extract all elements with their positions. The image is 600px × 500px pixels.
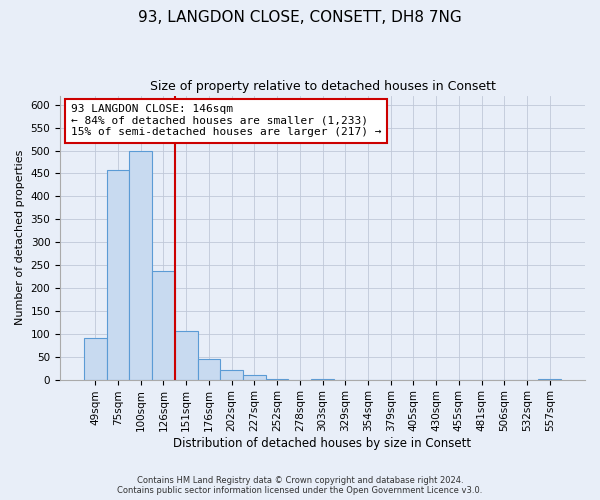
Bar xyxy=(84,338,107,380)
Bar xyxy=(220,370,243,380)
Bar xyxy=(107,170,130,380)
Text: 93, LANGDON CLOSE, CONSETT, DH8 7NG: 93, LANGDON CLOSE, CONSETT, DH8 7NG xyxy=(138,10,462,25)
Text: Contains HM Land Registry data © Crown copyright and database right 2024.
Contai: Contains HM Land Registry data © Crown c… xyxy=(118,476,482,495)
Bar xyxy=(175,332,197,380)
Bar xyxy=(266,378,289,380)
Bar xyxy=(152,271,175,380)
Bar xyxy=(243,374,266,380)
Bar xyxy=(197,359,220,380)
Text: 93 LANGDON CLOSE: 146sqm
← 84% of detached houses are smaller (1,233)
15% of sem: 93 LANGDON CLOSE: 146sqm ← 84% of detach… xyxy=(71,104,381,138)
X-axis label: Distribution of detached houses by size in Consett: Distribution of detached houses by size … xyxy=(173,437,472,450)
Bar xyxy=(130,150,152,380)
Title: Size of property relative to detached houses in Consett: Size of property relative to detached ho… xyxy=(149,80,496,93)
Y-axis label: Number of detached properties: Number of detached properties xyxy=(15,150,25,326)
